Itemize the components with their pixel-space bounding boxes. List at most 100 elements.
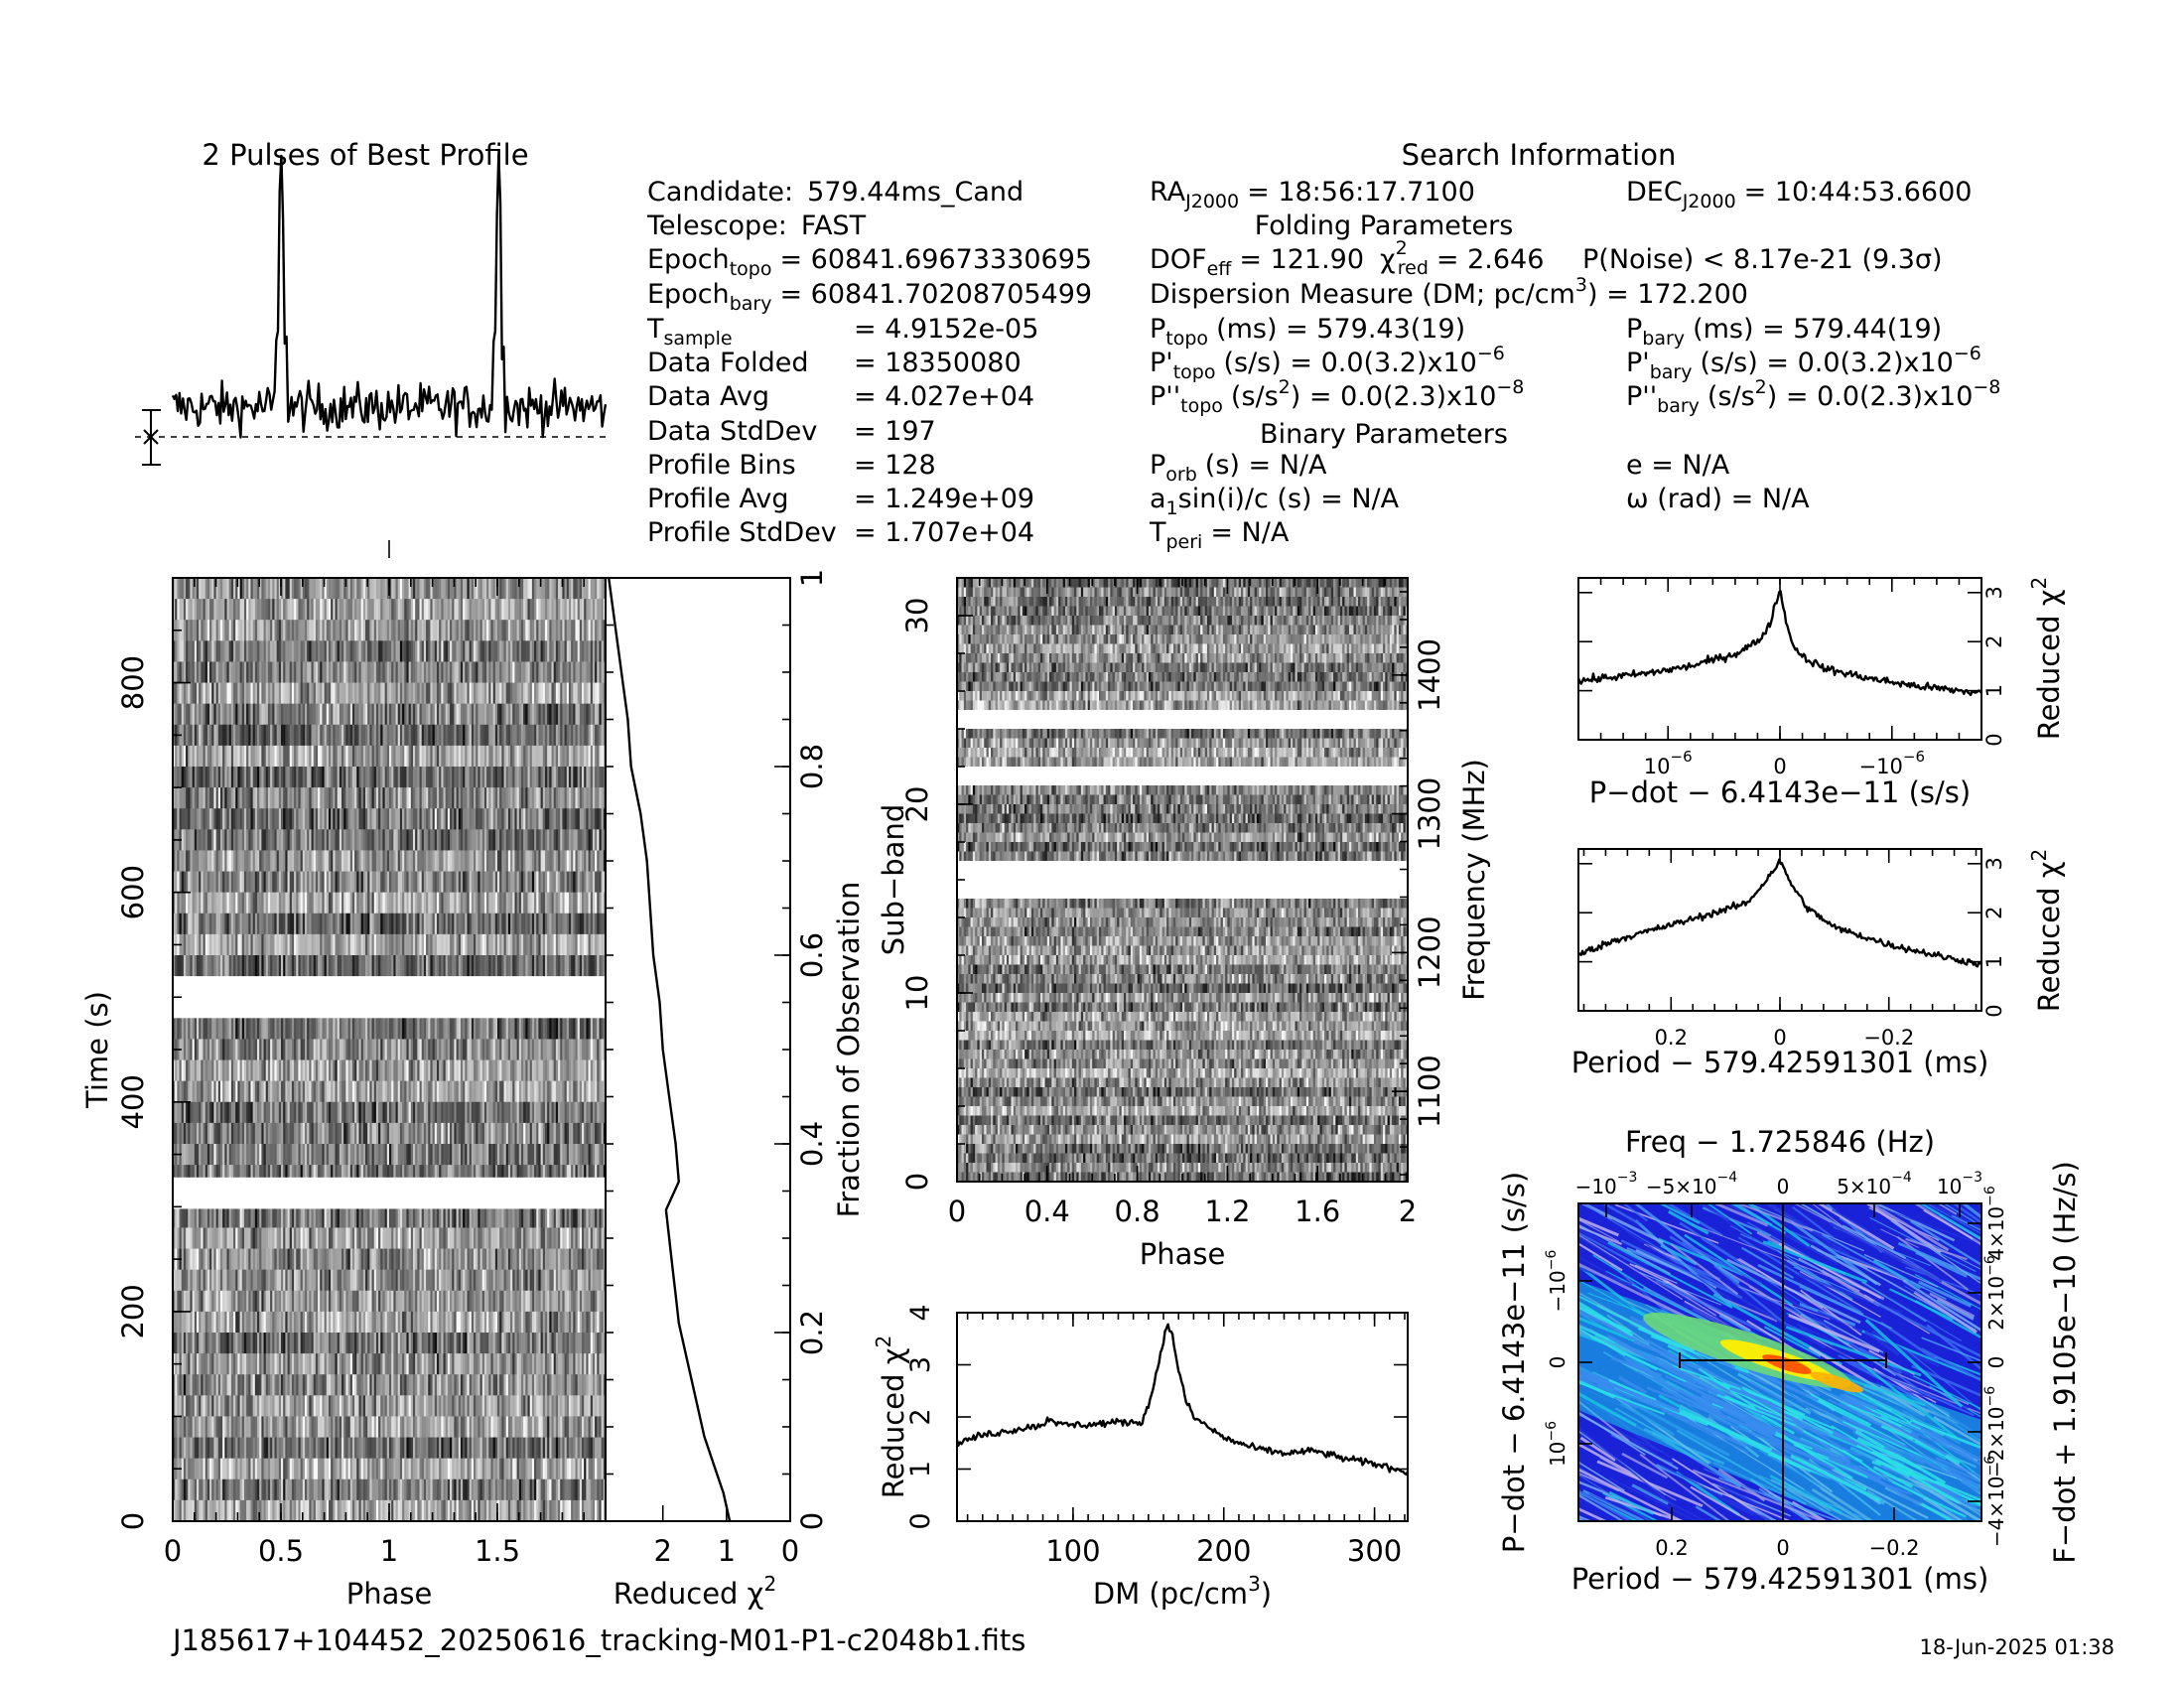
dm-frame bbox=[956, 1312, 1409, 1522]
subband-xtick: 1.6 bbox=[1295, 1195, 1340, 1228]
pp-xtick: −0.2 bbox=[1869, 1536, 1920, 1560]
subband-xtick: 0 bbox=[948, 1195, 966, 1228]
time-chi2-ytick: 0.6 bbox=[795, 932, 829, 978]
data-avg-value: = 4.027e+04 bbox=[854, 381, 1034, 412]
pdot-topo-value: (s/s) = 0.0(3.2)x10 bbox=[1223, 348, 1476, 378]
dm-xtick: 300 bbox=[1347, 1534, 1402, 1568]
dm-ytick: 0 bbox=[905, 1512, 936, 1529]
time-phase-greyscale bbox=[173, 578, 607, 1522]
pp-x2tick: −5×10−4 bbox=[1646, 1170, 1737, 1198]
pdot-bary-value: (s/s) = 0.0(3.2)x10 bbox=[1700, 348, 1953, 378]
svg-text:P''bary(s/s2) = 0.0(2.3)x10−8: P''bary (s/s2) = 0.0(2.3)x10−8 bbox=[1626, 376, 2000, 417]
svg-text:P''topo(s/s2) = 0.0(2.3)x10−8: P''topo (s/s2) = 0.0(2.3)x10−8 bbox=[1150, 376, 1524, 417]
svg-text:Pbary(ms) = 579.44(19): Pbary (ms) = 579.44(19) bbox=[1626, 314, 1942, 350]
folding-params-title: Folding Parameters bbox=[1255, 211, 1514, 241]
svg-text:Data Avg: Data Avg bbox=[647, 381, 769, 412]
dm-value: ) = 172.200 bbox=[1587, 279, 1748, 310]
period-ylabel: Reduced χ2 bbox=[2027, 849, 2066, 1012]
time-chi2-xtick: 2 bbox=[653, 1534, 671, 1568]
pdot-ylabel: Reduced χ2 bbox=[2027, 577, 2066, 740]
ptopo-value: (ms) = 579.43(19) bbox=[1216, 314, 1465, 345]
masked-subband bbox=[957, 710, 1408, 729]
time-phase-ylabel: Time (s) bbox=[80, 991, 114, 1109]
pdot-ytick: 0 bbox=[1982, 733, 2006, 746]
pp-ytick: 0 bbox=[1546, 1356, 1570, 1369]
profile-panel bbox=[135, 153, 612, 466]
time-chi2-ytick: 0 bbox=[795, 1512, 829, 1530]
svg-text:Data Folded: Data Folded bbox=[647, 348, 809, 378]
svg-text:P'bary(s/s) = 0.0(3.2)x10−6: P'bary (s/s) = 0.0(3.2)x10−6 bbox=[1626, 343, 1981, 383]
time-phase-ytick: 200 bbox=[116, 1284, 150, 1338]
best-fit-crosshair bbox=[1679, 1203, 1887, 1521]
plot-date: 18-Jun-2025 01:38 bbox=[1920, 1635, 2116, 1659]
info-column-3: DECJ2000 = 10:44:53.6600 P(Noise) < 8.17e… bbox=[1582, 177, 2000, 514]
data-std-value: = 197 bbox=[854, 416, 936, 447]
pdot-ytick: 1 bbox=[1982, 684, 2006, 697]
svg-text:RAJ2000= 18:56:17.7100: RAJ2000 = 18:56:17.7100 bbox=[1150, 177, 1475, 212]
subband-y2tick: 1300 bbox=[1413, 777, 1446, 851]
svg-text:Porb(s) = N/A: Porb (s) = N/A bbox=[1150, 450, 1327, 486]
svg-text:Profile Bins: Profile Bins bbox=[647, 450, 796, 481]
pp-ytick: 10−6 bbox=[1544, 1421, 1570, 1467]
svg-text:Tsample: Tsample bbox=[646, 314, 733, 350]
period-pdot-y2label: F−dot + 1.9105e−10 (Hz/s) bbox=[2048, 1161, 2082, 1564]
dm-xlabel: DM (pc/cm3) bbox=[1093, 1572, 1272, 1611]
epoch-topo-value: = 60841.69673330695 bbox=[779, 244, 1092, 275]
search-info-title: Search Information bbox=[1402, 138, 1677, 172]
pbary-value: (ms) = 579.44(19) bbox=[1693, 314, 1942, 345]
subband-y2tick: 1400 bbox=[1413, 638, 1446, 712]
time-chi2-ytick: 0.8 bbox=[795, 744, 829, 789]
epoch-bary-value: = 60841.70208705499 bbox=[779, 279, 1092, 310]
subband-y2tick: 1100 bbox=[1413, 1055, 1446, 1128]
data-folded-value: = 18350080 bbox=[854, 348, 1022, 378]
pp-x2tick: −10−3 bbox=[1575, 1170, 1638, 1198]
svg-text:Epochbary= 60841.70208705499: Epochbary = 60841.70208705499 bbox=[647, 279, 1092, 315]
pp-x2tick: 5×10−4 bbox=[1837, 1170, 1912, 1198]
masked-subband bbox=[957, 767, 1408, 785]
subband-xlabel: Phase bbox=[1140, 1237, 1226, 1271]
period-ytick: 0 bbox=[1982, 1004, 2006, 1017]
dm-ytick: 1 bbox=[905, 1461, 936, 1477]
pdot-xtick: 10−6 bbox=[1644, 748, 1693, 778]
svg-text:Tperi= N/A: Tperi = N/A bbox=[1149, 517, 1290, 553]
subband-y2label: Frequency (MHz) bbox=[1457, 759, 1491, 1001]
period-pdot-panel: 0.2 0 −0.2 −10−3 −5×10−4 0 5×10−4 10−3 −10−6 0 10−… bbox=[1497, 1125, 2082, 1596]
subband-y2tick: 1200 bbox=[1413, 915, 1446, 989]
time-phase-xlabel: Phase bbox=[346, 1577, 433, 1611]
dm-xtick: 200 bbox=[1196, 1534, 1251, 1568]
subband-xtick: 2 bbox=[1399, 1195, 1417, 1228]
pdot-xlabel: P−dot − 6.4143e−11 (s/s) bbox=[1589, 775, 1971, 809]
masked-interval bbox=[173, 976, 606, 1008]
filename: J185617+104452_20250616_tracking-M01-P1-… bbox=[171, 1623, 1025, 1657]
time-chi2-xtick: 0 bbox=[781, 1534, 799, 1568]
pp-xtick: 0.2 bbox=[1655, 1536, 1688, 1560]
period-chi2-curve bbox=[1577, 858, 1983, 968]
subband-ytick: 0 bbox=[900, 1173, 934, 1191]
time-phase-xtick: 1 bbox=[380, 1534, 398, 1568]
period-pdot-ylabel: P−dot − 6.4143e−11 (s/s) bbox=[1497, 1172, 1531, 1553]
pp-y2tick: 2×10−6 bbox=[1982, 1255, 2008, 1331]
dec-value: = 10:44:53.6600 bbox=[1744, 177, 1973, 208]
dm-xtick: 100 bbox=[1045, 1534, 1100, 1568]
svg-text:DECJ2000= 10:44:53.6600: DECJ2000 = 10:44:53.6600 bbox=[1626, 177, 1972, 212]
dm-chi2-panel: 100 200 300 0 1 2 3 4 DM (pc/cm3) Reduced χ2 bbox=[872, 1304, 1410, 1611]
period-pdot-title: Freq − 1.725846 (Hz) bbox=[1625, 1125, 1935, 1159]
info-column-2: RAJ2000 = 18:56:17.7100 DOFeff = 121.90 χ2 r… bbox=[1149, 177, 1748, 553]
tperi-value: = N/A bbox=[1210, 517, 1289, 548]
time-chi2-ytick: 0.4 bbox=[795, 1121, 829, 1167]
time-phase-xtick: 0.5 bbox=[258, 1534, 304, 1568]
time-phase-panel: 0 0.5 1 1.5 0 200 400 600 800 Phase Time (s) bbox=[80, 540, 607, 1611]
subband-ylabel: Sub−band bbox=[877, 804, 910, 955]
pdot-xtick: −10−6 bbox=[1859, 748, 1925, 778]
dm-ytick: 3 bbox=[905, 1356, 936, 1373]
pp-ytick: −10−6 bbox=[1544, 1249, 1570, 1312]
dm-ytick: 4 bbox=[905, 1304, 936, 1321]
svg-text:Candidate:579.44ms_Cand: Candidate: 579.44ms_Cand bbox=[647, 177, 1024, 208]
svg-text:Profile Avg: Profile Avg bbox=[647, 484, 789, 514]
profile-std-value: = 1.707e+04 bbox=[854, 517, 1034, 548]
dm-ytick: 2 bbox=[905, 1408, 936, 1425]
